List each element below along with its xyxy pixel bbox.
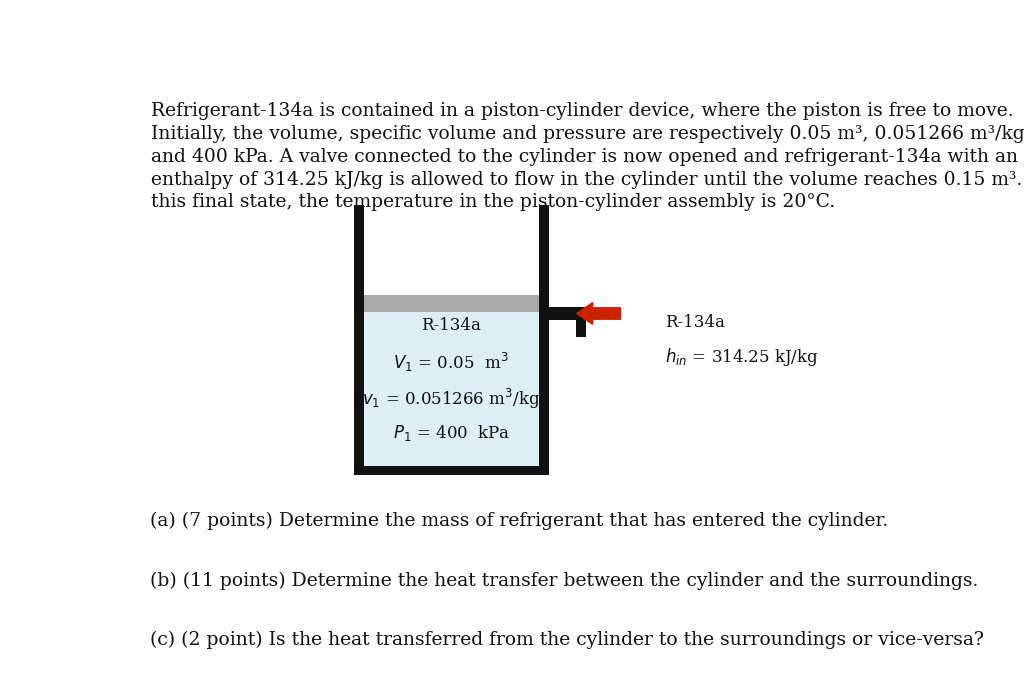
Text: Refrigerant-134a is contained in a piston-cylinder device, where the piston is f: Refrigerant-134a is contained in a pisto… (152, 102, 1014, 121)
Text: $h_{in}$ = 314.25 kJ/kg: $h_{in}$ = 314.25 kJ/kg (666, 346, 819, 367)
Text: this final state, the temperature in the piston-cylinder assembly is 20°C.: this final state, the temperature in the… (152, 193, 836, 212)
Text: R-134a: R-134a (666, 314, 725, 332)
Bar (364, 206, 539, 295)
Text: $V_1$ = 0.05  m$^3$: $V_1$ = 0.05 m$^3$ (393, 350, 509, 374)
Text: (b) (11 points) Determine the heat transfer between the cylinder and the surroun: (b) (11 points) Determine the heat trans… (150, 572, 978, 590)
Bar (354, 206, 364, 475)
Text: R-134a: R-134a (422, 317, 481, 334)
Bar (539, 310, 586, 319)
FancyArrow shape (577, 303, 621, 324)
Bar (539, 206, 549, 475)
Text: and 400 kPa. A valve connected to the cylinder is now opened and refrigerant-134: and 400 kPa. A valve connected to the cy… (152, 148, 1018, 166)
Text: $v_1$ = 0.051266 m$^3$/kg: $v_1$ = 0.051266 m$^3$/kg (362, 387, 541, 411)
Bar (539, 307, 586, 317)
Text: enthalpy of 314.25 kJ/kg is allowed to flow in the cylinder until the volume rea: enthalpy of 314.25 kJ/kg is allowed to f… (152, 171, 1024, 189)
Bar (354, 466, 549, 475)
Text: (c) (2 point) Is the heat transferred from the cylinder to the surroundings or v: (c) (2 point) Is the heat transferred fr… (150, 631, 984, 649)
Bar (577, 307, 586, 336)
Text: $P_1$ = 400  kPa: $P_1$ = 400 kPa (392, 423, 510, 443)
Bar (364, 312, 539, 466)
Text: Initially, the volume, specific volume and pressure are respectively 0.05 m³, 0.: Initially, the volume, specific volume a… (152, 125, 1024, 143)
Text: (a) (7 points) Determine the mass of refrigerant that has entered the cylinder.: (a) (7 points) Determine the mass of ref… (150, 512, 888, 530)
Bar (364, 295, 539, 312)
